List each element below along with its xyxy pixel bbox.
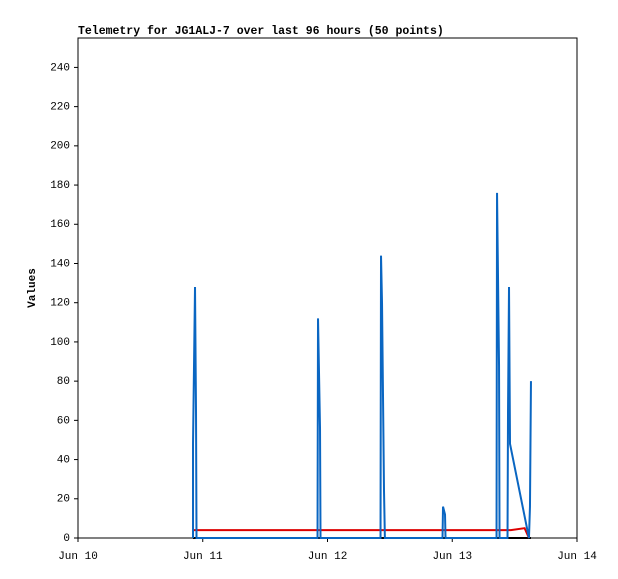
- y-tick-label: 80: [57, 376, 70, 388]
- y-tick-label: 60: [57, 415, 70, 427]
- y-tick-label: 240: [50, 62, 70, 74]
- y-tick-label: 140: [50, 258, 70, 270]
- series-line: [193, 527, 530, 539]
- y-tick-label: 20: [57, 494, 70, 506]
- x-tick-label: Jun 11: [183, 551, 223, 563]
- y-tick-label: 0: [63, 533, 70, 545]
- series-line: [192, 192, 532, 539]
- x-tick-label: Jun 14: [557, 551, 597, 563]
- y-tick-label: 180: [50, 180, 70, 192]
- y-tick-label: 220: [50, 102, 70, 114]
- chart-title: Telemetry for JG1ALJ-7 over last 96 hour…: [78, 25, 444, 38]
- x-tick-label: Jun 10: [58, 551, 98, 563]
- y-tick-label: 160: [50, 219, 70, 231]
- y-tick-label: 200: [50, 141, 70, 153]
- x-tick-label: Jun 13: [432, 551, 472, 563]
- y-tick-label: 40: [57, 454, 70, 466]
- y-tick-label: 120: [50, 298, 70, 310]
- y-axis-label: Values: [27, 268, 39, 308]
- y-tick-label: 100: [50, 337, 70, 349]
- x-tick-label: Jun 12: [308, 551, 348, 563]
